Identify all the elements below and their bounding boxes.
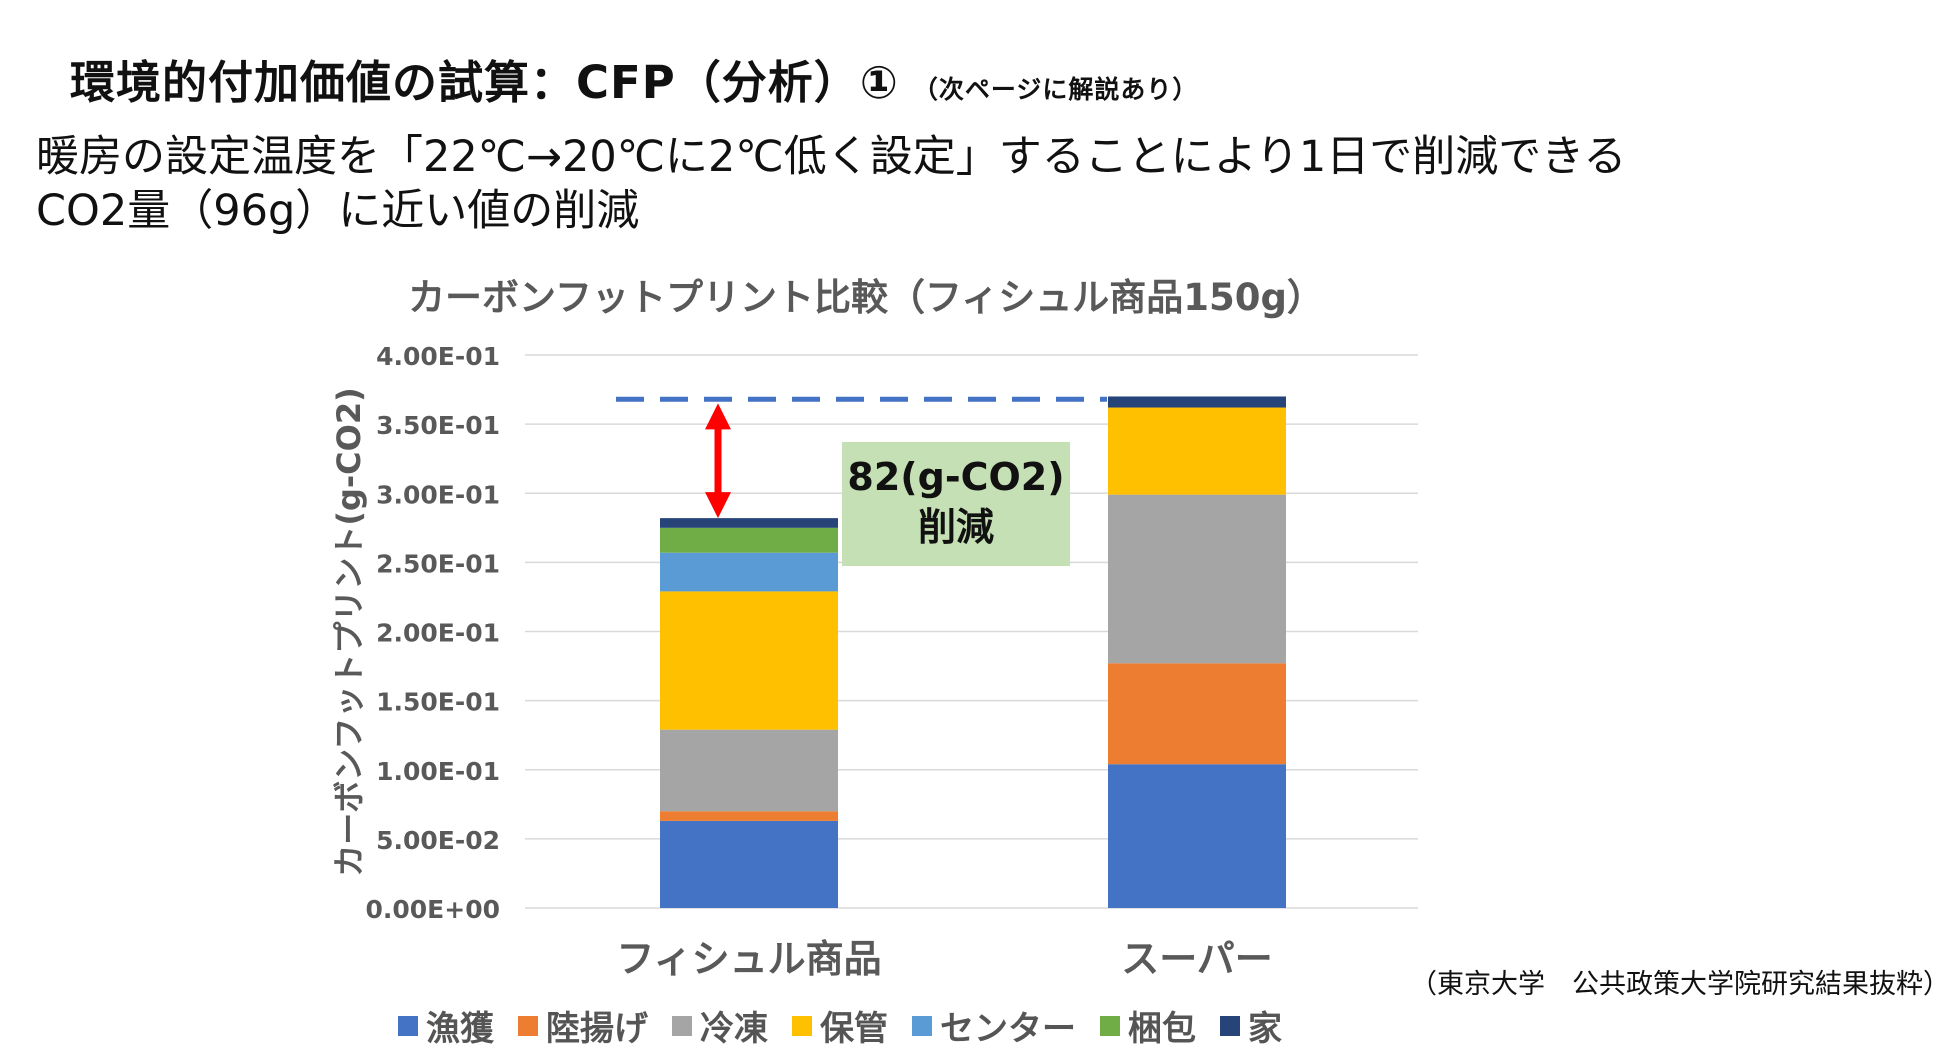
page-title: 環境的付加価値の試算：CFP（分析）① （次ページに解説あり） (70, 46, 1198, 111)
y-tick-label: 3.00E-01 (376, 480, 500, 509)
bar-segment (660, 820, 838, 908)
y-tick-label: 4.00E-01 (376, 342, 500, 371)
legend-item: センター (912, 1001, 1076, 1050)
source-credit: （東京大学 公共政策大学院研究結果抜粋） (1410, 969, 1950, 1000)
bar-segment (660, 591, 838, 730)
bar-segment (660, 518, 838, 528)
bar-segment (1108, 494, 1286, 664)
bar-segment (660, 811, 838, 821)
bar-segment (1108, 407, 1286, 495)
legend-item: 保管 (792, 1001, 888, 1050)
legend-item: 梱包 (1100, 1001, 1196, 1050)
legend-label: 陸揚げ (546, 1009, 648, 1049)
title-text: 環境的付加価値の試算：CFP（分析）① (70, 56, 899, 109)
bar-segment (660, 527, 838, 553)
legend-item: 陸揚げ (518, 1001, 648, 1050)
x-tick-label: スーパー (1121, 937, 1273, 981)
legend-swatch (1220, 1015, 1240, 1036)
title-note: （次ページに解説あり） (912, 75, 1199, 104)
legend-label: 保管 (820, 1009, 888, 1049)
legend-label: センター (940, 1009, 1076, 1049)
subtitle-line-1: 暖房の設定温度を「22℃→20℃に2℃低く設定」することにより1日で削減できる (36, 132, 1627, 182)
bar-segment (1108, 764, 1286, 908)
reduction-value: 82(g-CO2) (847, 455, 1065, 499)
legend-swatch (672, 1015, 692, 1036)
y-tick-label: 5.00E-02 (376, 826, 500, 855)
legend-label: 冷凍 (700, 1009, 768, 1049)
difference-arrow-head-up (705, 403, 731, 430)
chart-legend: 漁獲 陸揚げ 冷凍 保管 センター 梱包 家 (398, 1001, 1282, 1050)
legend-item: 家 (1220, 1001, 1282, 1050)
difference-arrow-head-down (705, 492, 731, 519)
legend-swatch (398, 1015, 418, 1036)
legend-item: 漁獲 (398, 1001, 494, 1050)
y-tick-label: 1.50E-01 (376, 688, 500, 717)
legend-label: 梱包 (1128, 1009, 1196, 1049)
bar-segment (660, 729, 838, 812)
y-tick-label: 2.50E-01 (376, 549, 500, 578)
x-tick-label: フィシュル商品 (616, 937, 881, 981)
bar-segment (1108, 663, 1286, 765)
legend-swatch (912, 1015, 932, 1036)
y-tick-label: 2.00E-01 (376, 619, 500, 648)
y-tick-label: 3.50E-01 (376, 411, 500, 440)
legend-swatch (792, 1015, 812, 1036)
subtitle: 暖房の設定温度を「22℃→20℃に2℃低く設定」することにより1日で削減できる … (36, 130, 1916, 238)
legend-item: 冷凍 (672, 1001, 768, 1050)
subtitle-line-2: CO2量（96g）に近い値の削減 (36, 186, 640, 236)
bar-segment (660, 552, 838, 592)
legend-swatch (518, 1015, 538, 1036)
legend-label: 漁獲 (426, 1009, 494, 1049)
chart-title: カーボンフットプリント比較（フィシュル商品150g） (408, 276, 1324, 319)
bar-segment (1108, 396, 1286, 408)
y-tick-label: 0.00E+00 (366, 895, 501, 924)
y-axis-label: カーボンフットプリント(g-CO2) (330, 387, 368, 876)
y-tick-label: 1.00E-01 (376, 757, 500, 786)
reduction-label: 削減 (917, 505, 994, 549)
legend-swatch (1100, 1015, 1120, 1036)
reduction-annotation: 82(g-CO2) 削減 (842, 442, 1070, 566)
legend-label: 家 (1248, 1009, 1282, 1049)
